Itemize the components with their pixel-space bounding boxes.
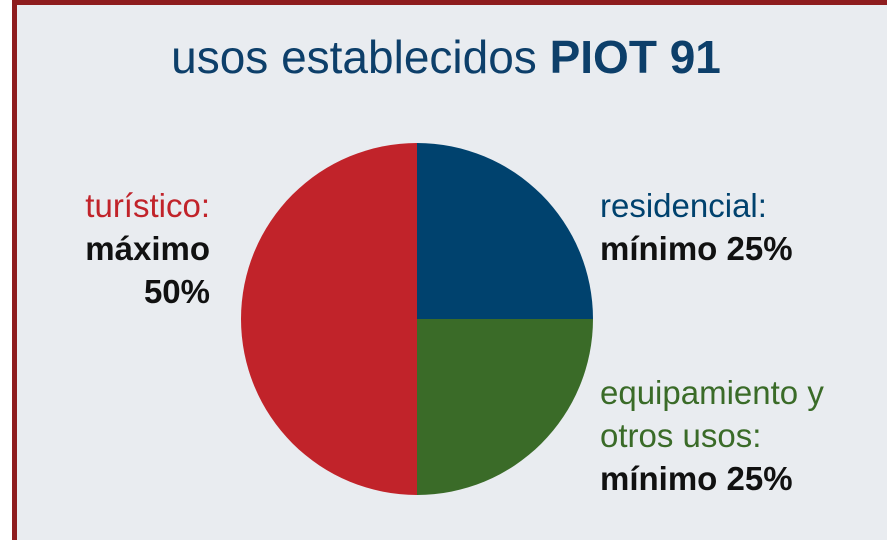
title-text: usos establecidos [171, 31, 537, 83]
value-label: mínimo 25% [600, 460, 793, 497]
slice-name: residencial: [600, 187, 767, 224]
slice-name: turístico: [85, 187, 210, 224]
slice-label: equipamiento y otros usos: mínimo 25% [600, 371, 840, 500]
chart-title: usos establecidos PIOT 91 [0, 30, 892, 84]
pie-slice [417, 319, 593, 495]
slice-label: turístico: máximo 50% [50, 184, 210, 313]
value-label: mínimo 25% [600, 230, 793, 267]
pie-slice [417, 143, 593, 319]
pie-slice [241, 143, 417, 495]
title-bold: PIOT 91 [549, 31, 721, 83]
value-label: máximo 50% [85, 230, 210, 310]
slice-label: residencial: mínimo 25% [600, 184, 890, 270]
slice-name: equipamiento y otros usos: [600, 374, 824, 454]
